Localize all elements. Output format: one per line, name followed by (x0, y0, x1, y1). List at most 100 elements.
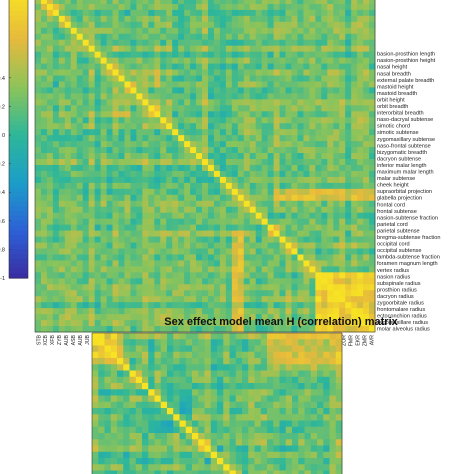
heatmap-cell (110, 464, 118, 471)
heatmap-cell (369, 182, 376, 190)
heatmap-cell (40, 93, 48, 100)
heatmap-cell (339, 290, 346, 297)
heatmap-cell (292, 376, 299, 384)
heatmap-cell (267, 111, 274, 118)
heatmap-cell (345, 129, 352, 136)
heatmap-cell (231, 224, 239, 231)
heatmap-cell (339, 242, 346, 249)
heatmap-cell (64, 266, 72, 273)
heatmap-cell (223, 333, 230, 340)
heatmap-cell (279, 451, 287, 459)
heatmap-cell (213, 272, 221, 279)
heatmap-cell (225, 159, 233, 166)
heatmap-cell (148, 401, 155, 409)
heatmap-cell (160, 99, 167, 106)
heatmap-cell (345, 93, 352, 100)
heatmap-cell (58, 242, 66, 249)
heatmap-cell (249, 164, 257, 172)
heatmap-cell (106, 272, 113, 279)
heatmap-cell (225, 284, 233, 291)
heatmap-cell (76, 278, 84, 285)
heatmap-cell (154, 123, 161, 130)
heatmap-cell (46, 153, 54, 160)
heatmap-cell (255, 254, 263, 261)
heatmap-cell (237, 218, 245, 226)
heatmap-cell (267, 230, 274, 237)
heatmap-cell (279, 194, 286, 202)
heatmap-cell (35, 69, 42, 76)
colorbar-segment (9, 206, 28, 212)
heatmap-cell (112, 248, 119, 255)
heatmap-cell (260, 464, 268, 471)
heatmap-cell (202, 308, 209, 315)
colorbar-segment (9, 77, 28, 84)
heatmap-cell (112, 260, 119, 267)
heatmap-cell (100, 87, 107, 94)
heatmap-cell (273, 3, 280, 11)
heatmap-cell (190, 39, 197, 47)
heatmap-cell (190, 296, 197, 303)
heatmap-cell (243, 129, 251, 136)
heatmap-cell (231, 212, 239, 220)
heatmap-cell (192, 376, 199, 384)
heatmap-cell (112, 236, 119, 243)
heatmap-cell (369, 326, 376, 333)
heatmap-cell (310, 414, 318, 421)
heatmap-cell (345, 117, 352, 124)
heatmap-cell (213, 254, 221, 261)
heatmap-cell (339, 45, 346, 53)
heatmap-cell (40, 188, 48, 196)
heatmap-cell (196, 212, 203, 220)
heatmap-cell (82, 3, 90, 11)
heatmap-cell (178, 284, 185, 291)
heatmap-cell (351, 63, 358, 70)
heatmap-cell (98, 351, 105, 359)
heatmap-cell (148, 278, 155, 285)
heatmap-cell (255, 212, 263, 220)
heatmap-cell (82, 302, 90, 309)
heatmap-cell (104, 364, 112, 371)
heatmap-cell (207, 57, 215, 64)
heatmap-cell (172, 248, 179, 255)
heatmap-cell (178, 320, 185, 327)
heatmap-cell (178, 87, 185, 94)
heatmap-cell (104, 383, 112, 390)
heatmap-cell (148, 426, 155, 434)
heatmap-cell (309, 51, 316, 59)
heatmap-cell (260, 420, 268, 428)
heatmap-cell (369, 284, 376, 291)
colorbar-tick-label: -0.6 (0, 219, 5, 225)
heatmap-cell (166, 75, 173, 82)
heatmap-cell (339, 105, 346, 112)
heatmap-cell (327, 87, 334, 94)
heatmap-cell (310, 389, 318, 396)
heatmap-cell (248, 364, 255, 371)
heatmap-cell (279, 135, 286, 142)
heatmap-cell (40, 135, 48, 142)
heatmap-cell (130, 236, 137, 243)
heatmap-cell (285, 182, 292, 190)
heatmap-cell (196, 51, 203, 59)
heatmap-cell (160, 254, 167, 261)
heatmap-cell (204, 464, 212, 471)
heatmap-cell (70, 242, 78, 249)
heatmap-cell (345, 141, 352, 148)
heatmap-cell (310, 408, 318, 415)
heatmap-cell (154, 242, 161, 249)
heatmap-cell (255, 176, 263, 184)
heatmap-cell (100, 81, 107, 88)
heatmap-cell (291, 194, 298, 202)
colorbar-segment (9, 20, 28, 26)
heatmap-cell (207, 105, 215, 112)
heatmap-cell (267, 135, 274, 142)
heatmap-cell (94, 153, 102, 160)
heatmap-cell (100, 218, 107, 226)
heatmap-cell (229, 458, 237, 465)
heatmap-cell (136, 308, 143, 315)
heatmap-cell (70, 170, 78, 178)
heatmap-cell (148, 188, 155, 196)
heatmap-cell (285, 75, 292, 82)
heatmap-cell (35, 290, 42, 297)
heatmap-cell (112, 33, 119, 41)
heatmap-cell (273, 39, 280, 47)
